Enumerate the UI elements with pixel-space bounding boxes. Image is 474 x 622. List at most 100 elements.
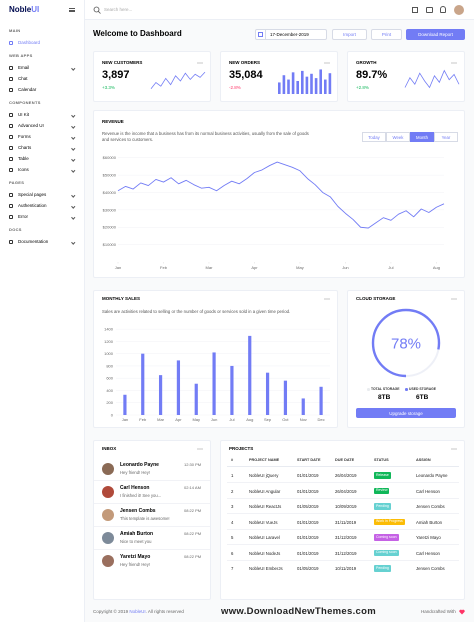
x-tick-label: Aug <box>246 417 253 422</box>
more-menu[interactable] <box>324 298 330 300</box>
monthly-sales-card: MONTHLY SALES Sales are activities relate… <box>93 290 338 428</box>
y-tick-label: $20000 <box>103 225 117 230</box>
section-label: PAGES <box>9 180 25 185</box>
card-title: REVENUE <box>102 119 124 124</box>
more-menu[interactable] <box>197 62 203 64</box>
cloud-storage-card: CLOUD STORAGE 78% TOTAL STORAGE 8TB USED STO… <box>347 290 465 428</box>
nav-icon <box>9 124 13 128</box>
inbox-message[interactable]: Carl Henson I finished it! See you... 02:1… <box>94 481 210 504</box>
status-badge: Coming soon <box>374 534 399 541</box>
chevron <box>71 123 76 128</box>
cell: Jensen Combs <box>416 566 445 571</box>
bar <box>194 383 198 415</box>
nav-icon <box>9 113 13 117</box>
stat-title: NEW ORDERS <box>229 60 261 65</box>
nav-item[interactable]: Icons <box>0 165 84 175</box>
column-header: PROJECT NAME <box>249 458 280 462</box>
profile-avatar[interactable] <box>454 5 464 15</box>
range-button[interactable]: Today <box>362 132 386 142</box>
nav-label: Error <box>18 214 28 219</box>
nav-item[interactable]: Email <box>0 63 84 73</box>
x-tick-label: Mar <box>206 265 214 270</box>
inbox-message[interactable]: Yaretzi Mayo Hey friend! Hey! 08:22 PM <box>94 550 210 573</box>
stat-card: GROWTH 89.7% +2.8% <box>347 51 465 102</box>
cell: 01/01/2019 <box>297 488 319 494</box>
sparkline-bar <box>282 75 286 94</box>
sparkline-bar <box>291 72 295 94</box>
card-title: INBOX <box>102 446 117 451</box>
nav-label: Forms <box>18 134 31 139</box>
nav-item[interactable]: Chat <box>0 74 84 84</box>
cell: 2 <box>231 488 234 494</box>
more-menu[interactable] <box>197 448 203 450</box>
more-menu[interactable] <box>451 62 457 64</box>
x-tick-label: Feb <box>160 265 168 270</box>
date-picker[interactable]: 17-December-2019 <box>255 29 327 40</box>
nav-item[interactable]: Calendar <box>0 85 84 95</box>
bar <box>212 352 216 415</box>
cell: NobleUI Laravel <box>249 535 280 540</box>
print-button[interactable]: Print <box>371 29 402 40</box>
cell: 01/01/2019 <box>297 519 319 525</box>
message-text: I finished it! See you... <box>120 493 162 498</box>
inbox-message[interactable]: Jensen Combs This template is awesome! 08:… <box>94 504 210 527</box>
download-button[interactable]: Download Report <box>406 29 465 40</box>
nav-item[interactable]: Dashboard <box>0 38 84 48</box>
more-menu[interactable] <box>451 448 457 450</box>
more-menu[interactable] <box>324 62 330 64</box>
sales-chart: 0 200 400 600 800 1000 1200 1400 Jan Feb Mar Apr May… <box>104 327 330 422</box>
nav-item[interactable]: Advanced UI <box>0 121 84 131</box>
sparkline <box>278 69 332 94</box>
cell: 26/04/2019 <box>335 473 357 478</box>
nav-item[interactable]: Special pages <box>0 190 84 200</box>
menu-toggle[interactable] <box>69 8 75 12</box>
apps-icon[interactable] <box>412 7 418 13</box>
mail-icon[interactable] <box>426 7 433 13</box>
range-button[interactable]: Month <box>410 132 434 142</box>
copyright-link[interactable]: NobleUI <box>129 609 146 614</box>
nav-item[interactable]: Forms <box>0 132 84 142</box>
nav-item[interactable]: Table <box>0 154 84 164</box>
cell: NobleUI NodeJs <box>249 550 281 556</box>
avatar <box>102 509 114 521</box>
cell: 3 <box>231 504 234 509</box>
more-menu[interactable] <box>451 298 457 300</box>
y-tick-label: 1000 <box>104 351 114 356</box>
topbar: Search here... <box>85 0 474 20</box>
upgrade-button[interactable]: Upgrade storage <box>356 408 456 418</box>
chevron <box>71 167 76 172</box>
import-button[interactable]: Import <box>332 29 367 40</box>
search-icon <box>93 6 101 14</box>
nav-item[interactable]: Documentation <box>0 237 84 247</box>
nav-item[interactable]: Authentication <box>0 201 84 211</box>
notification-icon[interactable] <box>440 6 446 13</box>
x-tick-label: Oct <box>282 417 289 422</box>
nav-icon <box>9 77 13 81</box>
status-badge: Pending <box>374 503 391 510</box>
x-tick-label: Sep <box>264 417 272 422</box>
cell: Carl Henson <box>416 550 440 556</box>
bar <box>301 398 305 415</box>
copyright-text: Copyright © 2019 <box>93 609 129 614</box>
nav-item[interactable]: UI Kit <box>0 110 84 120</box>
range-button[interactable]: Week <box>386 132 410 142</box>
cell: 01/01/2019 <box>297 473 319 478</box>
inbox-message[interactable]: Amiah Burton Nice to meet you 08:22 PM <box>94 527 210 550</box>
status-badge: Release <box>374 472 391 479</box>
x-tick-label: Jan <box>115 265 121 270</box>
heart-icon <box>459 609 465 615</box>
nav-item[interactable]: Charts <box>0 143 84 153</box>
nav-item[interactable]: Error <box>0 212 84 222</box>
chevron <box>71 65 76 70</box>
search-input[interactable]: Search here... <box>104 7 133 12</box>
stat-value: 89.7% <box>356 69 388 81</box>
nav-label: Email <box>18 65 30 70</box>
avatar <box>102 532 114 544</box>
inbox-message[interactable]: Leonardo Payne Hey friend! Hey! 12:30 PM <box>94 458 210 481</box>
chevron <box>71 203 76 208</box>
nav-icon <box>9 88 13 92</box>
inbox-card: INBOX Leonardo Payne Hey friend! Hey! 12:30… <box>93 440 211 600</box>
range-button[interactable]: Year <box>434 132 458 142</box>
bar <box>123 394 127 415</box>
